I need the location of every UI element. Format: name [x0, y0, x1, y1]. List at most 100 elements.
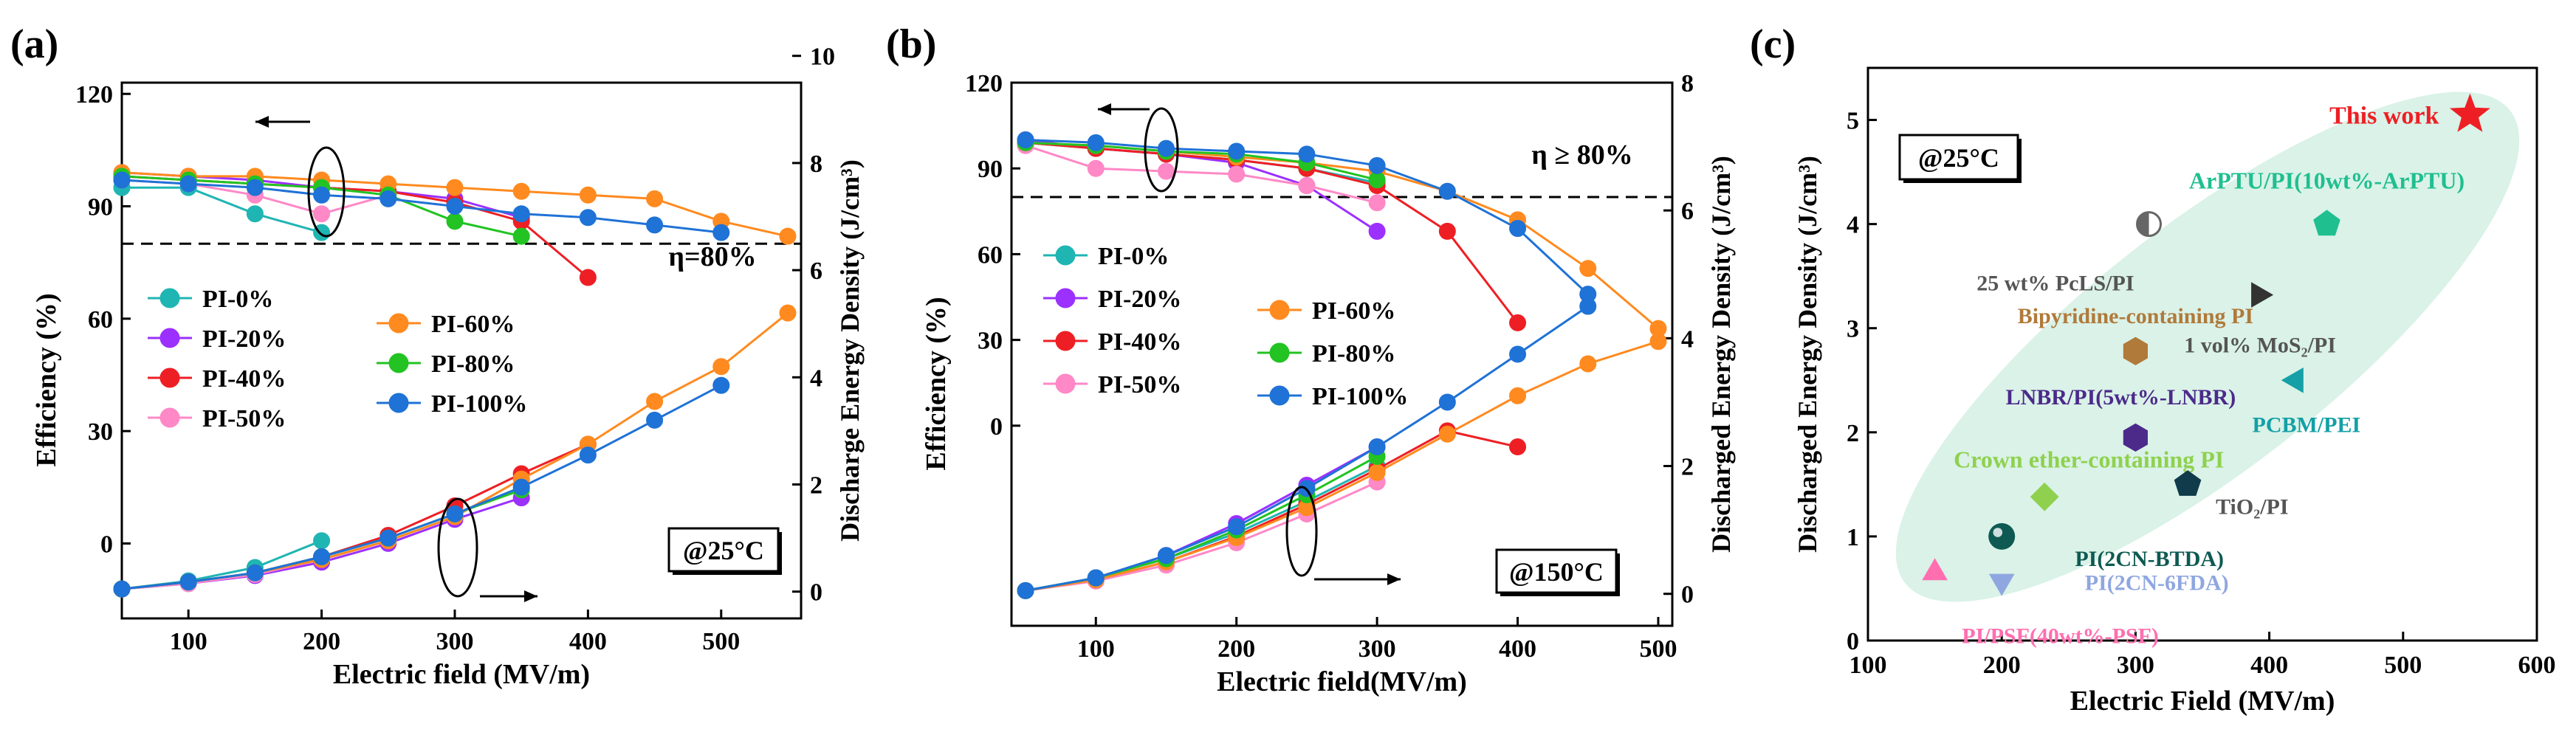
panel-b-legend-pi-0-text: PI-0%: [1098, 243, 1169, 270]
panel-b-label: (b): [886, 21, 936, 67]
panel-b-frame: [1010, 81, 1674, 627]
panel-b-pi-100-energy-point: [1579, 297, 1597, 315]
panel-a-legend-pi-40-swatch-marker: [159, 368, 180, 388]
panel-c-frame: [1866, 66, 2538, 642]
panel-a-temp-box: [667, 527, 780, 573]
panel-b-y2label: Discharged Energy Density (J/cm³): [1706, 156, 1736, 553]
panel-a-legend-pi-20-text: PI-20%: [202, 325, 286, 353]
panel-a-legend-pi-60-swatch-marker: [388, 313, 409, 334]
panel-b-legend-pi-60-text: PI-60%: [1312, 297, 1395, 325]
panel-c-point-this-work-marker: [2449, 93, 2490, 132]
panel-b-pi-60-energy-point: [1649, 333, 1667, 351]
panel-b-pi-50-efficiency-point: [1157, 162, 1175, 180]
panel-b-legend-pi-100-text: PI-100%: [1312, 383, 1408, 410]
panel-a-legend-pi-60-text: PI-60%: [431, 311, 515, 338]
panel-b-pi-60-energy-point: [1509, 387, 1527, 404]
panel-a-pi-100-efficiency-point: [579, 209, 597, 227]
panel-b-pi-100-efficiency-point: [1017, 131, 1034, 148]
panel-b-pi-100-energy-point: [1228, 518, 1246, 536]
panel-c-point-25-wt-pcls-pi-label: 25 wt% PcLS/PI: [1976, 272, 2134, 296]
panel-a-pi-100-efficiency-line: [121, 179, 721, 234]
panel-a-xtick-label: 300: [436, 628, 473, 655]
panel-a-xtick-label: 100: [170, 628, 207, 655]
panel-b-ytick-label: 0: [990, 413, 1003, 441]
panel-c-point-crown-ether-containing-pi-label: Crown ether-containing PI: [1954, 446, 2224, 472]
panel-b-pi-20-energy-line: [1025, 446, 1378, 592]
panel-b-pi-60-energy-point: [1368, 463, 1386, 481]
panel-b-temp-box: [1495, 548, 1618, 594]
panel-c-point-pcbm-pei-marker: [2281, 367, 2304, 393]
panel-b-y2tick-label: 4: [1681, 325, 1694, 353]
panel-b: (b)100 200 300 400 500030609012002468Electri…: [886, 21, 1736, 697]
panel-a-y2tick-label: 10: [810, 44, 835, 71]
panel-a-pi-0-energy-point: [313, 532, 331, 550]
panel-c-temp-box: [1898, 134, 2019, 181]
panel-c-point-25-wt-pcls-pi-marker-half: [2137, 212, 2149, 236]
panel-a-pi-100-energy-point: [313, 548, 331, 566]
panel-c-ytick-label: 1: [1847, 524, 1859, 551]
panel-c-ytick-label: 2: [1847, 420, 1859, 447]
panel-a-pi-100-efficiency-point: [313, 186, 331, 204]
panel-c-point-lnbr-pi-5wt-lnbr-label: LNBR/PI(5wt%-LNBR): [2006, 385, 2236, 410]
panel-b-arrow-head-1: [1098, 103, 1111, 115]
panel-b-ytick-label: 120: [965, 70, 1003, 97]
panel-b-xtick-label: 400: [1499, 635, 1536, 663]
panel-a-legend-pi-40-text: PI-40%: [202, 365, 286, 393]
panel-a-legend-pi-0-swatch-marker: [159, 288, 180, 308]
panel-a-legend-pi-80-text: PI-80%: [431, 351, 515, 378]
panel-a-pi-100-efficiency-point: [113, 171, 131, 189]
panel-b-temp-label: @150°C: [1509, 557, 1604, 587]
panel-c-point-pi-2cn-btda-marker-shine: [1993, 528, 2003, 537]
panel-b-pi-20-efficiency-point: [1368, 222, 1386, 240]
panel-c-point-25-wt-pcls-pi-marker: [2136, 211, 2163, 238]
panel-a-legend-pi-0-text: PI-0%: [202, 286, 273, 313]
panel-c-point-pi-2cn-btda-label: PI(2CN-BTDA): [2075, 547, 2224, 571]
panel-a-temp-label: @25°C: [683, 536, 764, 565]
panel-b-pi-100-energy-point: [1017, 582, 1034, 599]
panel-b-xlabel: Electric field(MV/m): [1217, 666, 1467, 697]
panel-b-legend-pi-40-swatch-marker: [1055, 331, 1076, 351]
panel-b-ylabel: Efficiency (%): [921, 297, 952, 470]
panel-b-pi-50-efficiency-point: [1228, 165, 1246, 183]
panel-b-pi-100-efficiency-point: [1509, 220, 1527, 238]
panel-a-pi-60-efficiency-point: [446, 179, 464, 196]
panel-b-legend-pi-0-swatch-marker: [1055, 245, 1076, 266]
panel-b-pi-40-efficiency-point: [1509, 314, 1527, 331]
panel-b-pi-60-efficiency-point: [1579, 260, 1597, 277]
panel-a-y2label: Discharge Energy Density (J/cm³): [835, 159, 865, 542]
panel-a-pi-60-efficiency-point: [512, 182, 530, 200]
panel-a-pi-60-energy-point: [646, 393, 664, 410]
panel-b-pi-60-energy-line: [1025, 340, 1659, 592]
panel-a-xtick-label: 200: [303, 628, 340, 655]
panel-c-point-pi-2cn-btda-marker-body: [1988, 522, 2016, 550]
panel-b-xtick-label: 300: [1359, 635, 1396, 663]
panel-b-legend-pi-100-swatch-marker: [1269, 385, 1290, 406]
panel-b-pi-100-efficiency-point: [1157, 139, 1175, 157]
panel-a-pi-100-efficiency-point: [512, 205, 530, 223]
panel-b-threshold-label: η ≥ 80%: [1531, 139, 1632, 170]
panel-b-pi-100-efficiency-point: [1298, 145, 1316, 163]
panel-a-pi-100-energy-point: [179, 573, 197, 591]
panel-c-point-arptu-pi-10wt-arptu-label: ArPTU/PI(10wt%-ArPTU): [2189, 168, 2465, 194]
panel-c-xtick-label: 500: [2384, 652, 2422, 679]
panel-a-pi-100-energy-point: [379, 529, 397, 547]
panel-a-pi-80-efficiency-point: [512, 227, 530, 245]
panel-b-pi-100-efficiency-point: [1228, 142, 1246, 160]
panel-a-pi-100-efficiency-point: [446, 198, 464, 215]
panel-c-xtick-label: 100: [1849, 652, 1887, 679]
panel-b-y2tick-label: 2: [1681, 454, 1694, 481]
panel-b-xtick-label: 500: [1639, 635, 1677, 663]
panel-a-y2tick-label: 8: [810, 151, 822, 178]
panel-c-point-pcbm-pei-label: PCBM/PEI: [2253, 413, 2361, 437]
panel-b-ellipse-2: [1285, 486, 1318, 577]
panel-c-ytick-label: 0: [1847, 628, 1859, 655]
panel-a-pi-100-efficiency-point: [712, 224, 730, 241]
panel-b-pi-40-energy-point: [1509, 438, 1527, 456]
panel-c-ylabel: Discharged Energy Density (J/cm³): [1793, 156, 1822, 553]
panel-a-pi-40-efficiency-point: [579, 269, 597, 286]
panel-a-pi-50-efficiency-point: [313, 205, 331, 223]
panel-b-legend-pi-20-swatch-marker: [1055, 288, 1076, 308]
panel-b-pi-100-energy-point: [1087, 569, 1105, 587]
panel-b-legend-pi-20-text: PI-20%: [1098, 286, 1181, 313]
panel-b-pi-100-efficiency-point: [1368, 156, 1386, 174]
